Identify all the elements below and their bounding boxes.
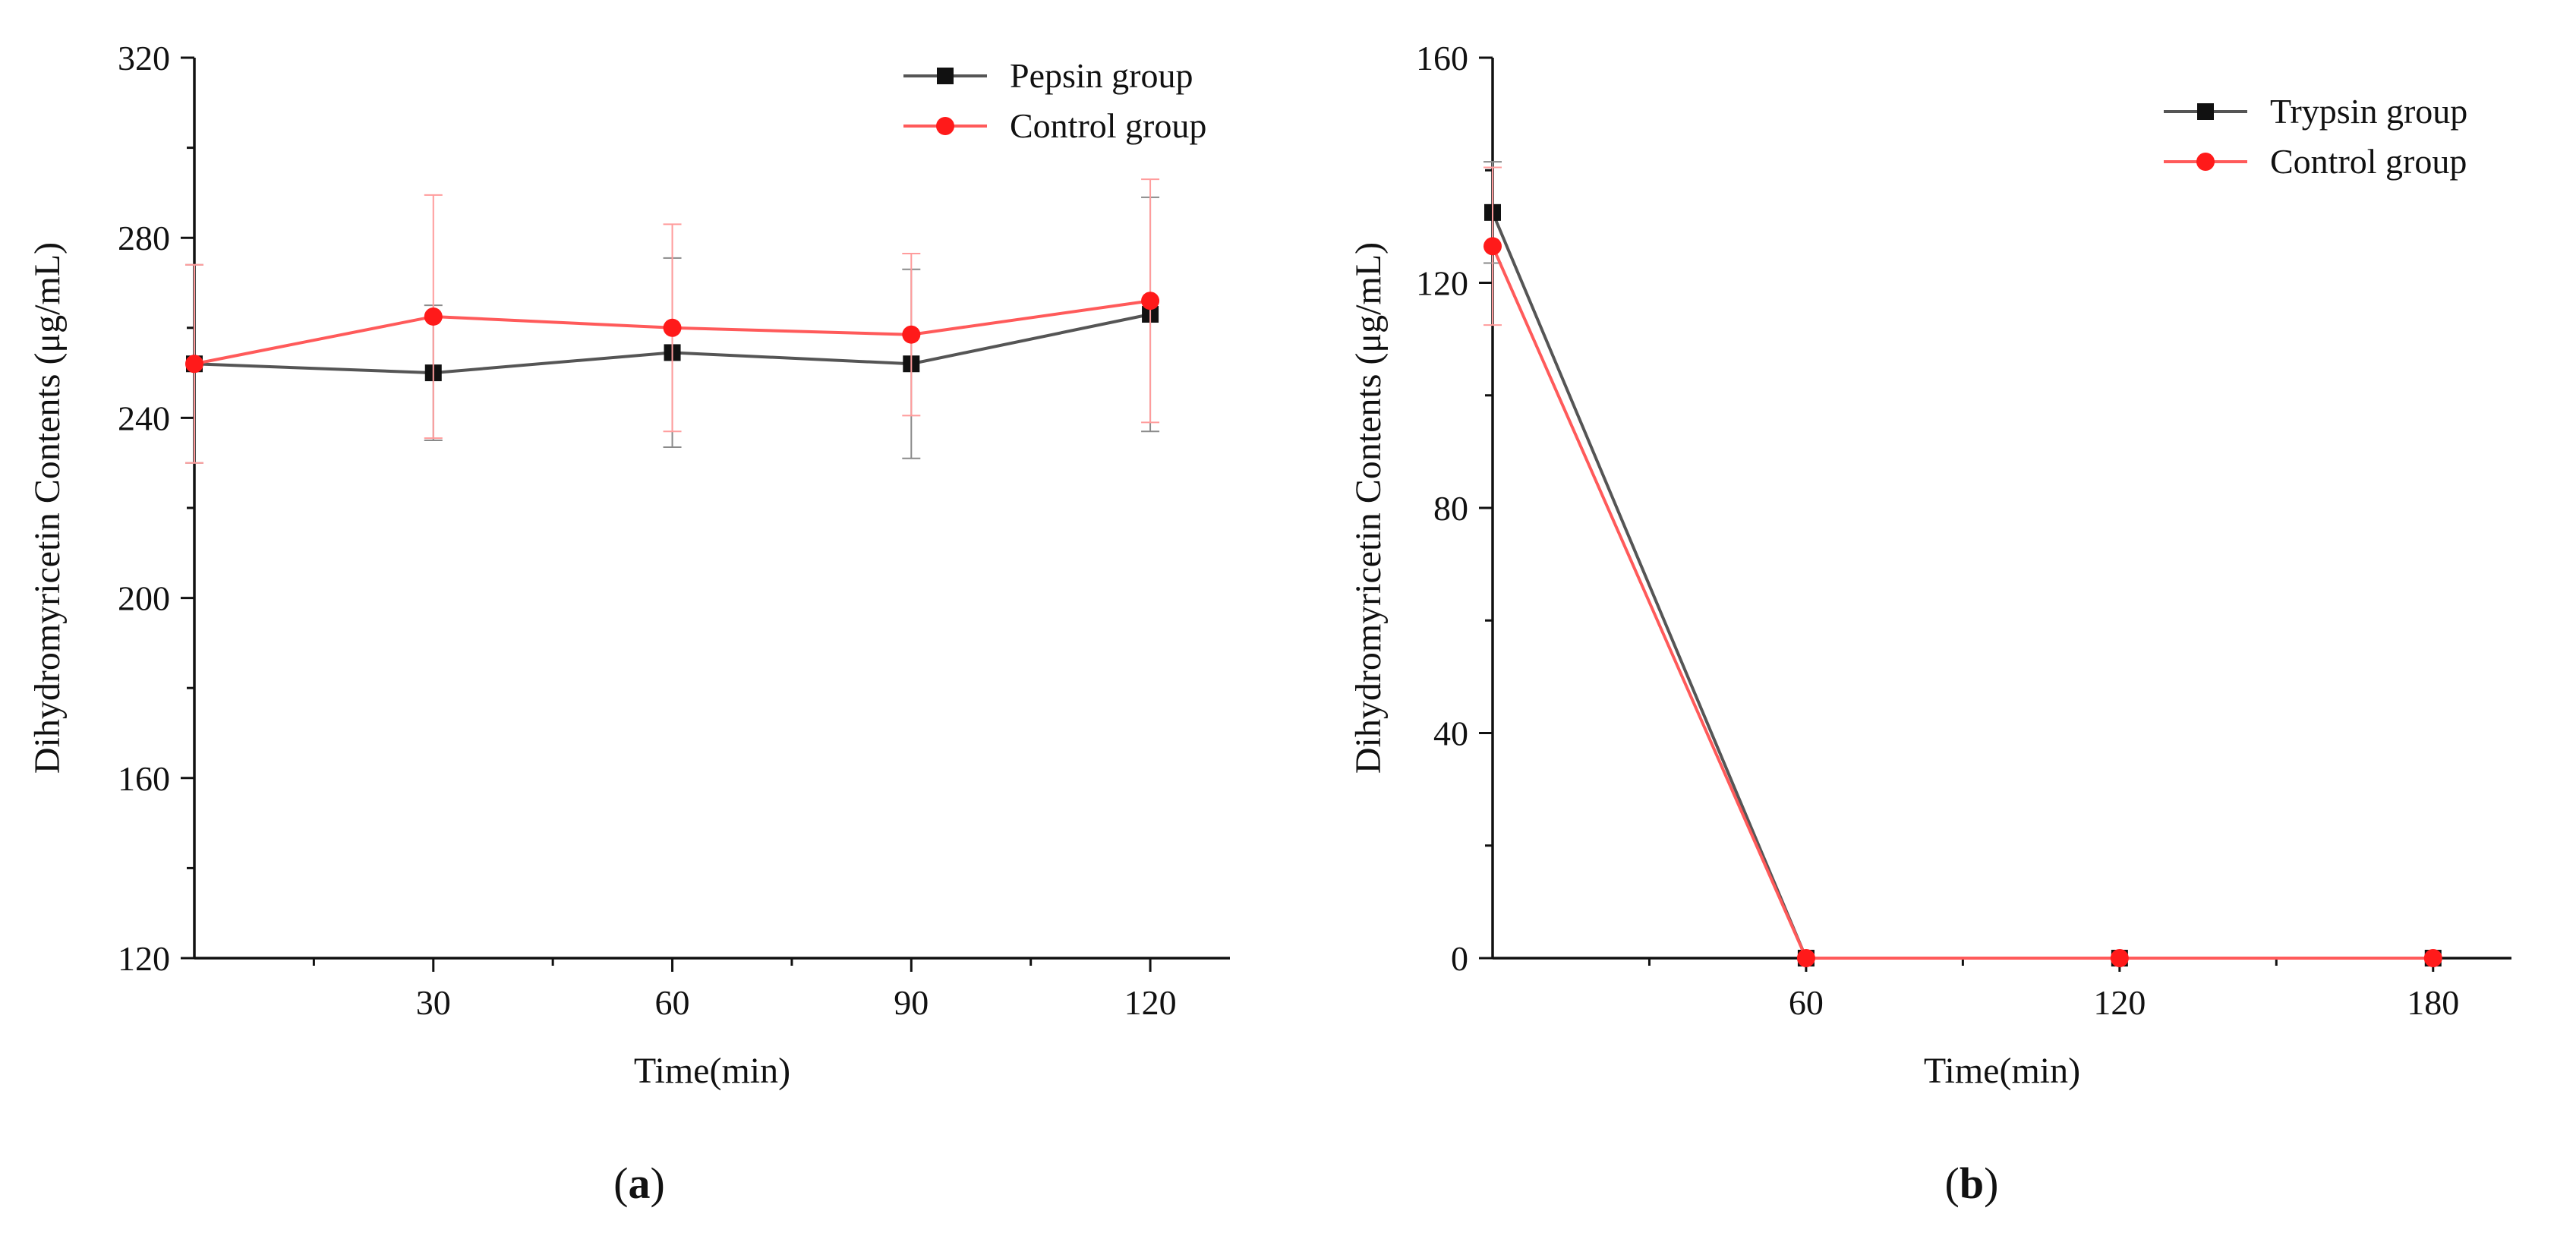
- x-axis-title: Time(min): [1924, 1051, 2080, 1091]
- data-point-circle: [902, 325, 921, 344]
- legend-label: Pepsin group: [1010, 56, 1193, 95]
- panel-label: a: [629, 1159, 651, 1208]
- legend-marker-circle: [936, 117, 954, 135]
- y-tick-label: 280: [118, 219, 170, 257]
- legend-marker-square: [2197, 103, 2214, 120]
- y-tick-label: 80: [1433, 489, 1468, 528]
- x-tick-label: 60: [1789, 983, 1824, 1022]
- chart-panel-a: 120 160 200 240 280 320 30 60 90 120 Time(min) Dihy…: [27, 39, 1230, 1208]
- caption-paren-close: ): [1984, 1159, 1998, 1208]
- y-tick-label: 200: [118, 579, 170, 618]
- y-tick-label: 160: [1416, 39, 1468, 77]
- legend-marker-circle: [2196, 153, 2215, 171]
- y-tick-label: 40: [1433, 714, 1468, 753]
- y-tick-label: 120: [1416, 264, 1468, 303]
- y-tick-label: 0: [1451, 939, 1468, 978]
- data-point-circle: [1483, 237, 1502, 256]
- legend: Trypsin group Control group: [2164, 92, 2467, 181]
- data-point-circle: [2110, 949, 2129, 967]
- data-point-circle: [185, 355, 203, 374]
- legend-marker-square: [937, 68, 954, 84]
- series-line: [1491, 245, 2433, 960]
- x-tick-label: 30: [416, 983, 451, 1022]
- y-tick-label: 160: [118, 759, 170, 798]
- y-tick-label: 120: [118, 939, 170, 978]
- data-point-circle: [2423, 949, 2442, 967]
- panel-caption: (a): [613, 1159, 665, 1208]
- data-point-circle: [1141, 292, 1160, 311]
- panel-caption: (b): [1945, 1159, 1999, 1208]
- series-line: [1491, 212, 2433, 960]
- y-tick-label: 240: [118, 399, 170, 437]
- legend-label: Control group: [1010, 106, 1206, 145]
- x-tick-label: 180: [2407, 983, 2459, 1022]
- x-tick-label: 90: [894, 983, 929, 1022]
- x-tick-label: 120: [2093, 983, 2146, 1022]
- caption-paren-close: ): [651, 1159, 665, 1208]
- legend: Pepsin group Control group: [903, 56, 1206, 145]
- x-tick-label: 60: [655, 983, 690, 1022]
- y-tick-label: 320: [118, 39, 170, 77]
- data-point-circle: [663, 318, 682, 337]
- caption-paren-open: (: [613, 1159, 628, 1208]
- legend-label: Control group: [2270, 142, 2467, 181]
- data-point-circle: [424, 307, 443, 326]
- x-axis-title: Time(min): [634, 1051, 790, 1091]
- caption-paren-open: (: [1945, 1159, 1960, 1208]
- legend-label: Trypsin group: [2270, 92, 2467, 131]
- y-axis-title: Dihydromyricetin Contents (μg/mL): [27, 242, 68, 774]
- chart-panel-b: 0 40 80 120 160 60 120 180 Time(min) Dihydromyric…: [1348, 39, 2511, 1208]
- y-axis-title: Dihydromyricetin Contents (μg/mL): [1348, 242, 1389, 774]
- panel-label: b: [1960, 1159, 1984, 1208]
- x-tick-label: 120: [1124, 983, 1177, 1022]
- data-point-circle: [1796, 949, 1815, 967]
